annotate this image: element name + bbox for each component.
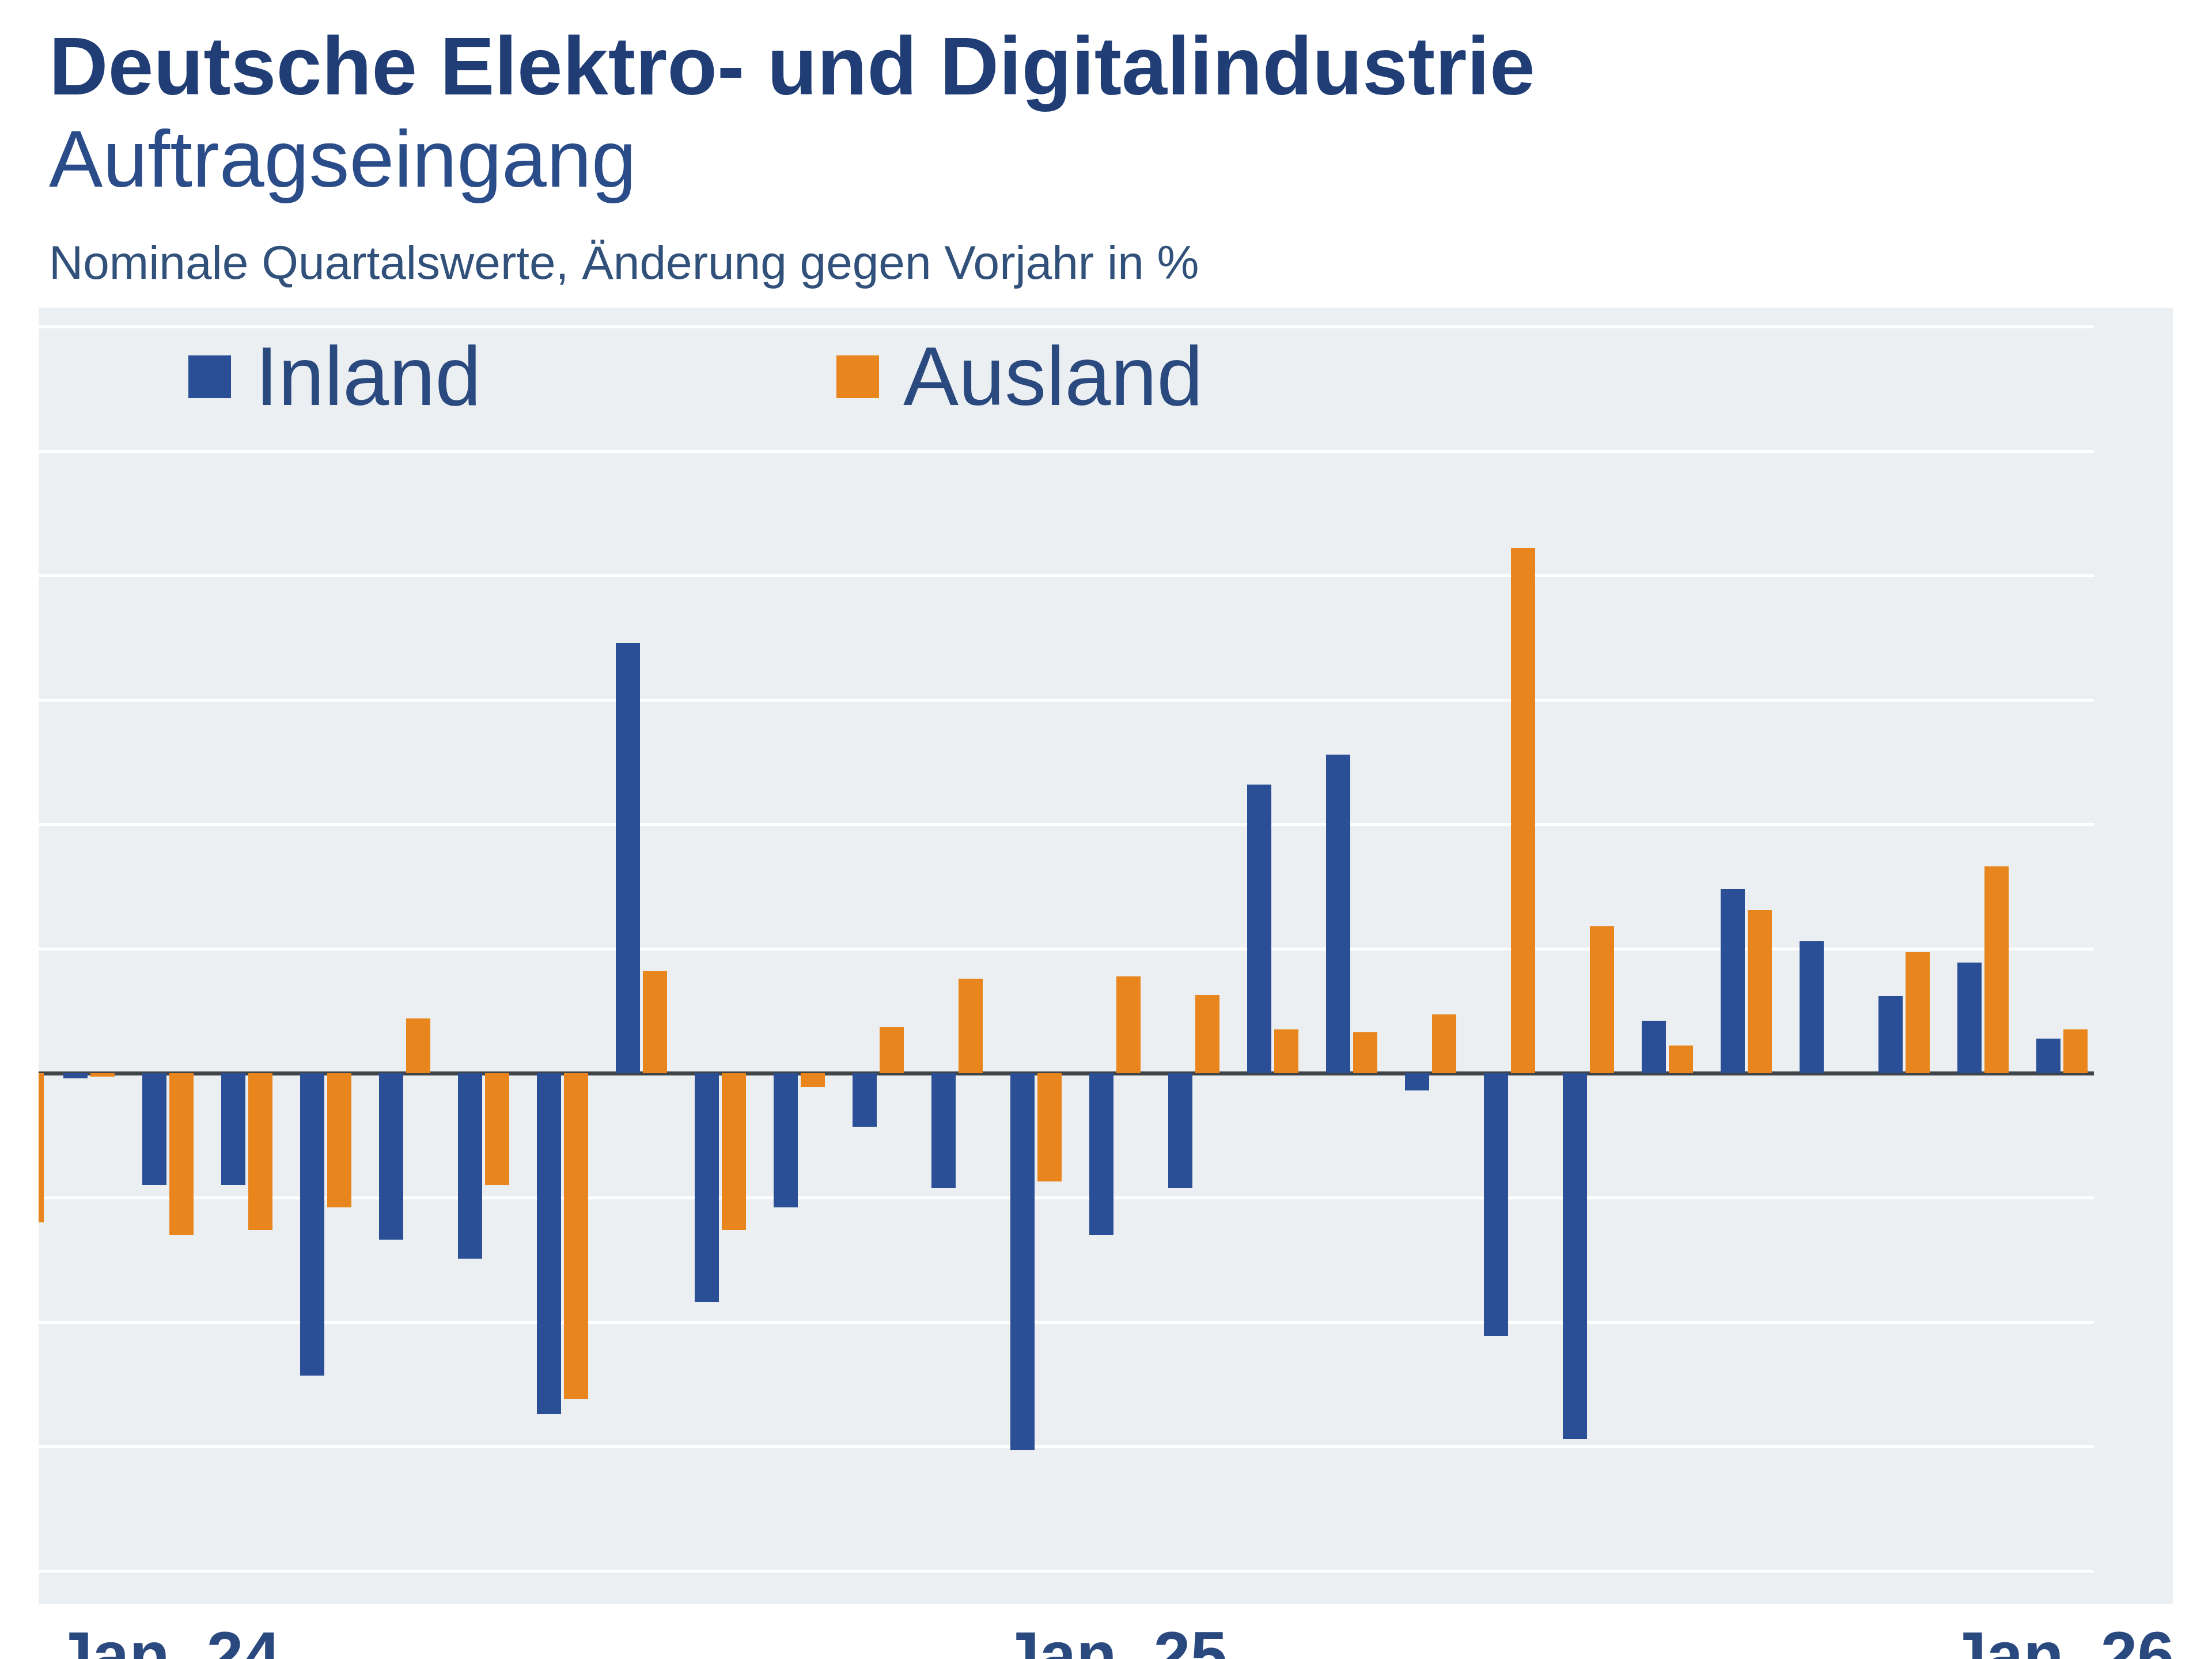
bar-inland-3 [221, 1073, 245, 1185]
bar-inland-14 [1089, 1073, 1113, 1235]
bar-ausland-8 [643, 971, 667, 1073]
bar-ausland-11 [880, 1027, 904, 1073]
bar-inland-22 [1721, 889, 1745, 1073]
bar-ausland-10 [801, 1073, 825, 1087]
legend-label-inland: Inland [255, 335, 481, 418]
bar-inland-21 [1642, 1021, 1666, 1073]
bar-ausland-5 [406, 1018, 430, 1073]
bar-ausland-7 [564, 1073, 588, 1399]
bar-ausland-16 [1274, 1029, 1298, 1073]
bar-ausland-clipped-edge [39, 1073, 44, 1222]
bar-inland-13 [1010, 1073, 1035, 1450]
bar-inland-18 [1405, 1073, 1429, 1090]
bar-inland-9 [695, 1073, 719, 1302]
bar-ausland-4 [327, 1073, 351, 1207]
x-tick-label-jan25: Jan. 25 [1003, 1622, 1228, 1659]
bar-inland-11 [853, 1073, 877, 1127]
bar-inland-16 [1247, 785, 1271, 1073]
legend-item-inland: Inland [188, 335, 481, 418]
bar-ausland-17 [1353, 1032, 1377, 1073]
bar-ausland-19 [1511, 548, 1535, 1073]
x-tick-label-jan26: Jan. 26 [1950, 1622, 2175, 1659]
legend-item-ausland: Ausland [836, 335, 1203, 418]
bar-ausland-6 [485, 1073, 509, 1185]
bar-ausland-20 [1590, 926, 1614, 1073]
bar-inland-12 [931, 1073, 956, 1188]
bar-inland-6 [458, 1073, 482, 1259]
bar-inland-8 [616, 643, 640, 1073]
bar-ausland-24 [1906, 952, 1930, 1073]
legend-label-ausland: Ausland [903, 335, 1203, 418]
bar-ausland-2 [169, 1073, 194, 1235]
bar-inland-7 [537, 1073, 561, 1414]
bar-ausland-18 [1432, 1014, 1456, 1073]
ausland-swatch-icon [836, 355, 879, 398]
bar-inland-2 [142, 1073, 166, 1185]
bar-inland-5 [379, 1073, 403, 1240]
bar-ausland-3 [248, 1073, 272, 1230]
chart-note: Nominale Quartalswerte, Änderung gegen V… [49, 239, 1199, 286]
bar-inland-19 [1484, 1073, 1508, 1336]
bar-inland-20 [1563, 1073, 1587, 1439]
bar-inland-4 [300, 1073, 324, 1376]
inland-swatch-icon [188, 355, 231, 398]
bar-inland-15 [1168, 1073, 1192, 1188]
bar-ausland-13 [1037, 1073, 1062, 1181]
bar-ausland-9 [722, 1073, 746, 1230]
x-tick-label-jan24: Jan. 24 [56, 1622, 281, 1659]
chart-title: Deutsche Elektro- und Digitalindustrie [49, 25, 1535, 107]
bar-inland-10 [774, 1073, 798, 1207]
plot-area: Inland Ausland [39, 308, 2173, 1604]
bar-ausland-12 [959, 979, 983, 1073]
bar-ausland-15 [1195, 995, 1219, 1073]
bar-inland-23 [1800, 941, 1824, 1073]
bar-inland-24 [1878, 996, 1903, 1073]
bar-ausland-26 [2063, 1029, 2088, 1073]
bar-ausland-21 [1669, 1046, 1693, 1073]
bar-inland-17 [1326, 755, 1350, 1073]
bar-ausland-1 [90, 1073, 115, 1077]
chart-subtitle: Auftragseingang [49, 119, 637, 199]
bar-ausland-14 [1116, 976, 1141, 1073]
bar-ausland-22 [1748, 910, 1772, 1073]
bar-ausland-25 [1984, 866, 2009, 1073]
bar-inland-26 [2036, 1039, 2061, 1073]
bar-inland-25 [1957, 963, 1982, 1073]
bar-inland-1 [63, 1073, 88, 1078]
